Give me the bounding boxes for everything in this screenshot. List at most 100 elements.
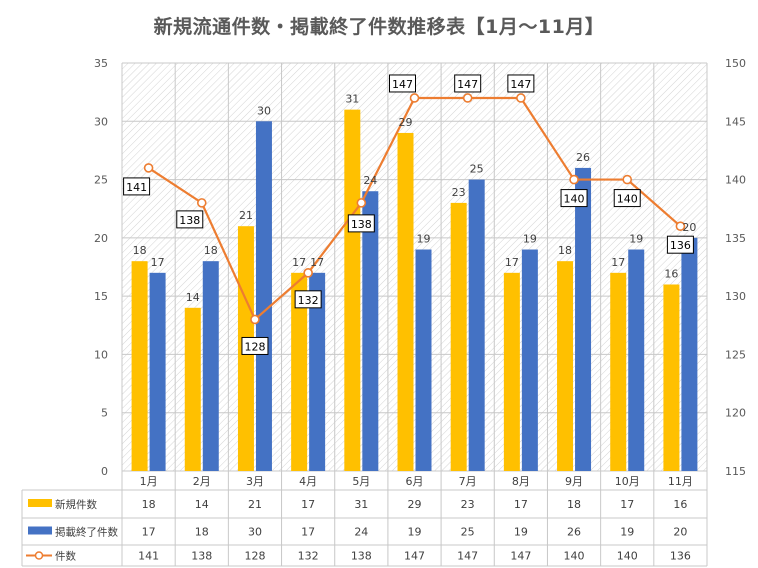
line-label-box bbox=[123, 177, 151, 196]
table-cell-value: 14 bbox=[195, 498, 209, 511]
bar-ended bbox=[415, 249, 432, 471]
bar-data-label: 14 bbox=[186, 291, 200, 304]
table-cell-value: 147 bbox=[457, 550, 478, 563]
gridlines bbox=[121, 62, 708, 472]
bar-new bbox=[503, 272, 520, 471]
line-label-box bbox=[347, 214, 375, 233]
line-data-label: 138 bbox=[351, 218, 372, 231]
bar-ended bbox=[468, 179, 485, 472]
line-label-box bbox=[389, 74, 416, 93]
line-marker bbox=[675, 221, 686, 231]
y-right-tick-label: 125 bbox=[725, 348, 746, 361]
line-label-box bbox=[507, 74, 535, 93]
bar-data-label: 23 bbox=[452, 186, 466, 199]
table-cell-value: 147 bbox=[510, 550, 531, 563]
y-right-tick-label: 150 bbox=[725, 57, 746, 70]
legend-series-name: 件数 bbox=[55, 550, 76, 563]
x-category-label: 8月 bbox=[512, 475, 530, 488]
bar-data-label: 19 bbox=[417, 233, 431, 246]
bar-new bbox=[184, 307, 201, 471]
x-category-label: 9月 bbox=[565, 475, 583, 488]
line-marker bbox=[409, 93, 420, 103]
y-left-tick-label: 25 bbox=[94, 174, 108, 187]
line-data-label: 141 bbox=[126, 181, 147, 194]
table-cell-value: 128 bbox=[244, 550, 265, 563]
legend-series-name: 掲載終了件数 bbox=[55, 526, 118, 539]
table-cell-value: 17 bbox=[301, 498, 315, 511]
bar-new bbox=[663, 284, 680, 471]
bar-ended bbox=[681, 237, 698, 471]
x-category-label: 1月 bbox=[140, 475, 158, 488]
table-cell-value: 23 bbox=[461, 498, 475, 511]
y-right-tick-label: 145 bbox=[725, 115, 746, 128]
data-labels: 18 14 21 17 31 29 23 17 18 17 16 17 18 30 17 24 19 25 19 26… bbox=[123, 74, 696, 355]
table-cell-value: 140 bbox=[617, 550, 638, 563]
bar-new bbox=[397, 132, 414, 471]
line-series bbox=[143, 93, 686, 325]
bar-ended bbox=[362, 191, 379, 471]
x-category-label: 5月 bbox=[352, 475, 370, 488]
bar-ended bbox=[255, 121, 272, 472]
bar-data-label: 30 bbox=[257, 104, 271, 117]
table-cell-value: 18 bbox=[567, 498, 581, 511]
table-cell-value: 18 bbox=[142, 498, 156, 511]
table-cell-value: 140 bbox=[564, 550, 585, 563]
y-left-tick-label: 15 bbox=[94, 290, 108, 303]
y-right-tick-label: 120 bbox=[725, 407, 746, 420]
y-right-tick-label: 140 bbox=[725, 174, 746, 187]
table-cell-value: 24 bbox=[354, 526, 368, 539]
axes: 0 5 10 15 20 25 30 35 115 120 125 130 135 140 145 150 bbox=[94, 57, 746, 478]
bar-new bbox=[450, 202, 467, 471]
line-marker bbox=[196, 198, 207, 208]
line-data-label: 140 bbox=[617, 193, 638, 206]
x-category-label: 6月 bbox=[406, 475, 424, 488]
line-marker bbox=[303, 268, 313, 278]
line-marker bbox=[250, 314, 260, 325]
line-label-box bbox=[666, 235, 694, 254]
table-cell-value: 30 bbox=[248, 526, 262, 539]
bar-data-label: 17 bbox=[310, 256, 324, 269]
table-cell-value: 29 bbox=[408, 498, 422, 511]
bar-data-label: 19 bbox=[523, 233, 537, 246]
line-data-label: 128 bbox=[244, 340, 265, 353]
table-cell-value: 19 bbox=[514, 526, 528, 539]
plot-background bbox=[122, 63, 707, 471]
x-category-label: 2月 bbox=[193, 475, 211, 488]
bar-ended bbox=[202, 261, 219, 471]
bar-ended bbox=[575, 167, 592, 471]
bar-data-label: 24 bbox=[363, 174, 377, 187]
line-marker bbox=[516, 93, 526, 103]
bar-data-label: 26 bbox=[576, 151, 590, 164]
line-data-label: 132 bbox=[298, 294, 319, 307]
table-cell-value: 25 bbox=[461, 526, 475, 539]
line-marker bbox=[356, 198, 367, 208]
table-cell-value: 19 bbox=[408, 526, 422, 539]
line-label-box bbox=[294, 290, 322, 309]
x-category-label: 3月 bbox=[246, 475, 264, 488]
table-cell-value: 16 bbox=[673, 498, 687, 511]
bar-data-label: 16 bbox=[664, 267, 678, 280]
line-data-label: 147 bbox=[510, 78, 531, 91]
line-label-box bbox=[454, 74, 482, 93]
bar-data-label: 21 bbox=[239, 209, 253, 222]
bar-data-label: 18 bbox=[133, 244, 147, 257]
legend-key-bar bbox=[28, 526, 52, 535]
table-cell-value: 136 bbox=[670, 550, 691, 563]
line-label-box bbox=[241, 336, 269, 355]
table-cell-value: 147 bbox=[404, 550, 425, 563]
table-cell-value: 17 bbox=[142, 526, 156, 539]
bar-ended bbox=[149, 272, 166, 471]
line-marker bbox=[569, 174, 579, 185]
y-right-tick-label: 130 bbox=[725, 290, 746, 303]
line-marker bbox=[462, 93, 473, 103]
line-data-label: 136 bbox=[670, 239, 691, 252]
x-category-label: 7月 bbox=[459, 475, 477, 488]
bar-data-label: 17 bbox=[292, 256, 306, 269]
y-left-tick-label: 5 bbox=[101, 407, 108, 420]
bars bbox=[131, 109, 698, 472]
bar-data-label: 18 bbox=[558, 244, 572, 257]
bar-new bbox=[131, 261, 148, 471]
line-data-label: 147 bbox=[457, 78, 478, 91]
